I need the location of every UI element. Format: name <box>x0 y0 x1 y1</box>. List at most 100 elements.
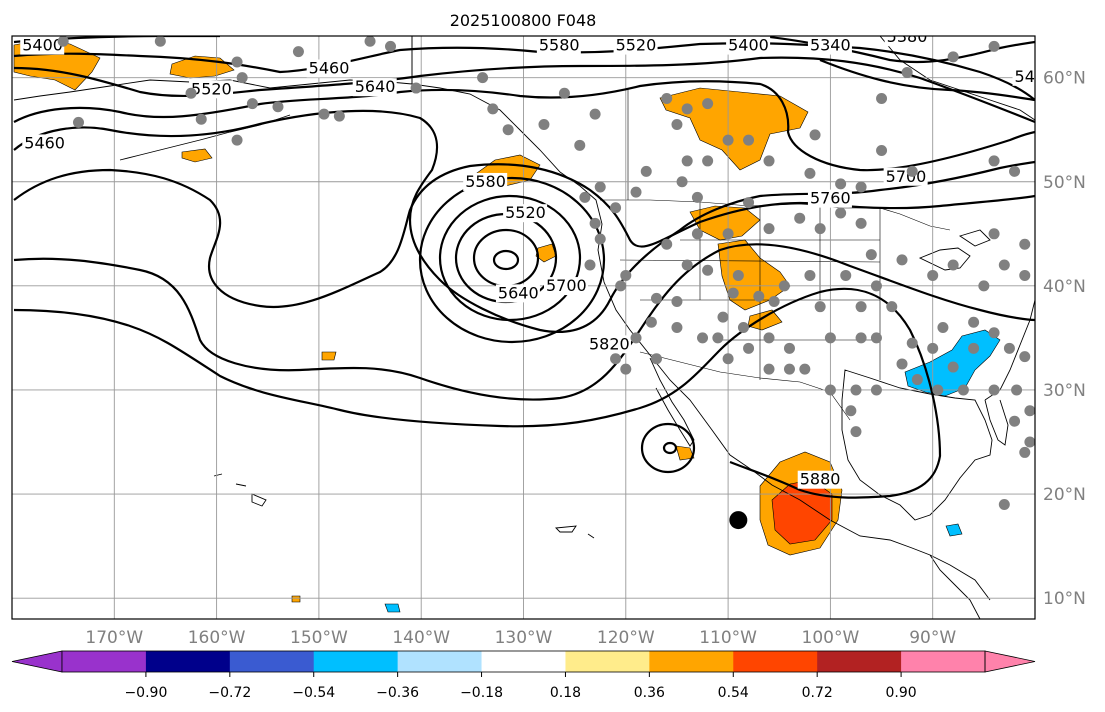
contour-hurricane-outer <box>640 422 696 474</box>
contour-label-bg <box>22 134 67 153</box>
station-marker <box>661 92 673 104</box>
station-marker <box>681 155 693 167</box>
station-marker <box>783 363 795 375</box>
station-marker <box>850 384 862 396</box>
contour-label-bg <box>726 36 771 55</box>
lat-tick-label: 50°N <box>1043 173 1086 193</box>
colorbar-segment <box>901 651 986 672</box>
contour-label: 5880 <box>800 470 841 489</box>
station-marker <box>671 295 683 307</box>
station-marker <box>845 405 857 417</box>
colorbar-segment <box>817 651 902 672</box>
station-marker <box>231 56 243 68</box>
colorbar-tick-label: 0.18 <box>550 685 581 701</box>
station-marker <box>743 197 755 209</box>
station-marker <box>824 384 836 396</box>
lat-tick-label: 20°N <box>1043 485 1086 505</box>
station-marker <box>850 426 862 438</box>
station-marker <box>712 332 724 344</box>
station-marker <box>318 108 330 120</box>
contour-label: 5640 <box>498 283 539 302</box>
station-marker <box>722 228 734 240</box>
station-marker <box>645 316 657 328</box>
lat-tick-label: 30°N <box>1043 381 1086 401</box>
colorbar-tick-label: −0.72 <box>208 685 251 701</box>
lon-tick-label: 160°W <box>188 628 246 648</box>
lat-tick-label: 10°N <box>1043 589 1086 609</box>
revillagigedo <box>555 525 595 539</box>
station-marker <box>932 384 944 396</box>
station-marker <box>768 295 780 307</box>
station-marker <box>410 82 422 94</box>
station-marker <box>594 181 606 193</box>
contour-low-center <box>492 249 520 271</box>
station-marker <box>906 337 918 349</box>
station-marker <box>876 92 888 104</box>
station-marker <box>855 301 867 313</box>
station-marker <box>763 155 775 167</box>
positive-anomaly-region <box>689 205 761 241</box>
map-frame <box>11 35 1036 620</box>
contour-labels: 5400 5520 5460 5640 5580 5520 5400 5340 5380 5460… <box>20 36 1035 489</box>
colorbar-extend-max <box>984 650 1036 673</box>
lon-tick-labels: 170°W 160°W 150°W 140°W 130°W 120°W 110°W 100°W… <box>85 628 956 648</box>
colorbar-tick-label: 0.36 <box>634 685 665 701</box>
station-marker <box>906 165 918 177</box>
station-marker <box>236 72 248 84</box>
colorbar-tick-label: 0.90 <box>886 685 917 701</box>
station-marker <box>855 181 867 193</box>
colorbar: −0.90 −0.72 −0.54 −0.36 −0.18 0.18 0.36 0.54 0.7… <box>11 650 1036 701</box>
station-marker <box>589 217 601 229</box>
station-marker <box>620 363 632 375</box>
florida <box>984 399 1009 446</box>
lat-tick-labels: 10°N 20°N 30°N 40°N 50°N 60°N <box>1043 69 1086 610</box>
positive-anomaly-region <box>181 148 213 163</box>
contour-label-bg <box>613 36 658 55</box>
station-marker <box>840 269 852 281</box>
station-marker <box>640 165 652 177</box>
contour-label-bg <box>1012 67 1035 86</box>
station-marker <box>865 249 877 261</box>
station-marker <box>1024 436 1035 448</box>
station-marker <box>855 217 867 229</box>
strong-positive-anomaly-region <box>771 479 833 545</box>
station-marker <box>896 358 908 370</box>
station-marker <box>487 103 499 115</box>
station-marker <box>650 292 662 304</box>
graticule <box>12 36 1035 619</box>
contour-label-bg <box>884 36 929 47</box>
station-marker <box>589 108 601 120</box>
positive-anomaly-region <box>675 445 695 461</box>
contour-5700 <box>13 109 1035 333</box>
colorbar-segment <box>145 651 231 672</box>
station-marker <box>681 103 693 115</box>
station-marker <box>477 72 489 84</box>
station-marker <box>1019 238 1031 250</box>
station-marker <box>1003 342 1015 354</box>
positive-anomaly-region <box>535 243 557 263</box>
station-marker <box>988 384 1000 396</box>
station-marker <box>794 212 806 224</box>
lon-tick-label: 140°W <box>392 628 450 648</box>
positive-anomaly-region <box>659 87 809 171</box>
station-marker <box>947 361 959 373</box>
station-marker <box>579 191 591 203</box>
station-marker <box>650 353 662 365</box>
colorbar-tick-label: 0.72 <box>802 685 833 701</box>
station-marker <box>717 311 729 323</box>
contour-label-bg <box>495 284 540 303</box>
contour-label: 5400 <box>22 36 63 55</box>
contour-label: 5520 <box>505 203 546 222</box>
station-marker <box>896 254 908 266</box>
lon-tick-label: 90°W <box>909 628 956 648</box>
lat-tick-label: 40°N <box>1043 277 1086 297</box>
station-marker <box>778 280 790 292</box>
station-marker <box>968 342 980 354</box>
lon-tick-label: 100°W <box>802 628 860 648</box>
contour-label: 5340 <box>810 36 851 55</box>
colorbar-tick-label: −0.36 <box>376 685 419 701</box>
station-marker <box>998 259 1010 271</box>
station-marker <box>732 269 744 281</box>
contour-5820 <box>13 243 1035 401</box>
contour-label: 5640 <box>355 77 396 96</box>
